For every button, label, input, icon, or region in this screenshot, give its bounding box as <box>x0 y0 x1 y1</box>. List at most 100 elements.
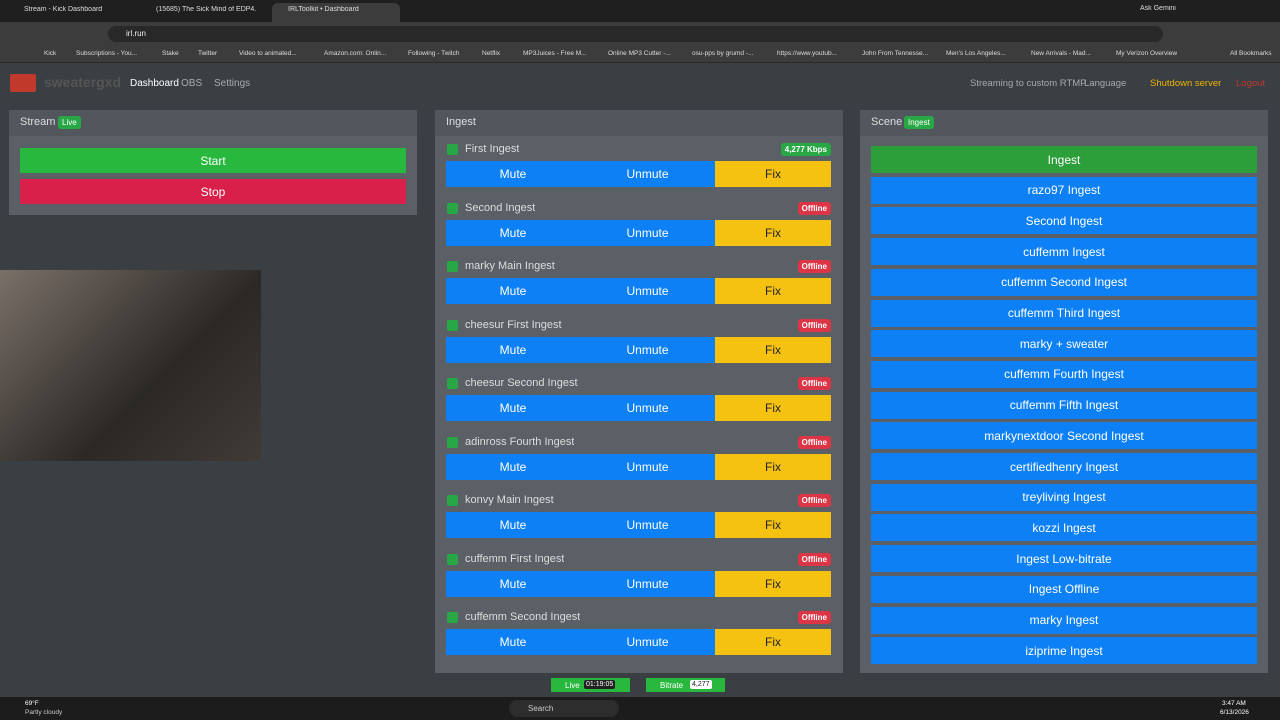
start-button[interactable]: Start <box>20 148 406 173</box>
fix-button[interactable]: Fix <box>715 278 831 304</box>
mute-button[interactable]: Mute <box>446 570 580 597</box>
bookmark[interactable]: Online MP3 Cutter -... <box>608 50 671 57</box>
scene-button[interactable]: razo97 Ingest <box>871 176 1257 204</box>
bookmark[interactable]: My Verizon Overview <box>1116 50 1178 57</box>
ingest-name: adinross Fourth Ingest <box>465 435 575 448</box>
mute-button[interactable]: Mute <box>446 629 580 655</box>
scene-button[interactable]: cuffemm Ingest <box>871 238 1257 266</box>
logout-link[interactable]: Logout <box>1236 78 1266 89</box>
nav-link[interactable]: OBS <box>181 78 203 89</box>
bookmark[interactable]: Stake <box>162 50 179 57</box>
bookmarks-bar <box>0 45 1280 63</box>
bitrate-badge: Bitrate <box>646 678 725 692</box>
scene-button[interactable]: marky Ingest <box>871 606 1257 634</box>
search-box[interactable] <box>509 700 619 717</box>
unmute-button[interactable]: Unmute <box>580 161 715 187</box>
mute-button[interactable]: Mute <box>446 219 580 246</box>
status-badge: Offline <box>797 494 831 507</box>
tab-title: (15685) The Sick Mind of EDP4... <box>156 6 256 13</box>
mute-button[interactable]: Mute <box>446 395 580 421</box>
unmute-button[interactable]: Unmute <box>580 453 715 480</box>
mute-button[interactable]: Mute <box>446 278 580 304</box>
bookmark[interactable]: Video to animated... <box>239 50 297 57</box>
unmute-button[interactable]: Unmute <box>580 219 715 246</box>
webcam-overlay <box>0 270 261 461</box>
scene-button[interactable]: cuffemm Third Ingest <box>871 299 1257 327</box>
bookmark[interactable]: osu-pps by grumd -... <box>692 50 754 57</box>
bookmark[interactable]: Following - Twitch <box>408 50 460 57</box>
unmute-button[interactable]: Unmute <box>580 570 715 597</box>
scene-button[interactable]: Ingest <box>871 146 1257 173</box>
all-bookmarks[interactable]: All Bookmarks <box>1230 50 1272 57</box>
scene-button[interactable]: treyliving Ingest <box>871 483 1257 511</box>
mute-button[interactable]: Mute <box>446 512 580 538</box>
scene-button[interactable]: Second Ingest <box>871 207 1257 235</box>
ingest-name: cheesur Second Ingest <box>465 377 578 389</box>
unmute-button[interactable]: Unmute <box>580 278 715 304</box>
ingest-name: cuffemm First Ingest <box>465 552 565 565</box>
ingest-icon <box>447 144 458 155</box>
unmute-button[interactable]: Unmute <box>580 629 715 655</box>
live-time: 01:19:05 <box>584 680 616 689</box>
fix-button[interactable]: Fix <box>715 161 831 187</box>
bookmark[interactable]: Netflix <box>482 50 501 57</box>
fix-button[interactable]: Fix <box>715 395 831 421</box>
assistant-button[interactable]: Ask Gemini <box>1140 5 1176 12</box>
url[interactable]: irl.run <box>126 29 147 38</box>
scene-button[interactable]: certifiedhenry Ingest <box>871 453 1257 480</box>
scene-button[interactable]: iziprime Ingest <box>871 637 1257 665</box>
ingest-name: cheesur First Ingest <box>465 318 562 331</box>
mute-button[interactable]: Mute <box>446 453 580 480</box>
fix-button[interactable]: Fix <box>715 570 831 597</box>
brand[interactable]: sweatergxd <box>44 74 122 90</box>
bookmark[interactable]: MP3Juices - Free M... <box>523 50 587 57</box>
status-badge: Offline <box>797 435 831 449</box>
mute-button[interactable]: Mute <box>446 161 580 187</box>
ingest-icon <box>447 612 458 623</box>
nav-link[interactable]: Settings <box>214 78 251 89</box>
fix-button[interactable]: Fix <box>715 512 831 538</box>
nav-link[interactable]: Dashboard <box>130 78 179 89</box>
fix-button[interactable]: Fix <box>715 219 831 246</box>
panel-header <box>435 110 843 136</box>
unmute-button[interactable]: Unmute <box>580 395 715 421</box>
scene-button[interactable]: marky + sweater <box>871 330 1257 358</box>
fix-button[interactable]: Fix <box>715 336 831 363</box>
shutdown-link[interactable]: Shutdown server <box>1150 78 1222 89</box>
bookmark[interactable]: Amazon.com: Onlin... <box>324 50 387 57</box>
bookmark[interactable]: Men's Los Angeles... <box>946 50 1006 57</box>
scene-button[interactable]: Ingest Low-bitrate <box>871 545 1257 573</box>
stop-button[interactable]: Stop <box>20 179 406 204</box>
bitrate-value: 4,277 <box>690 680 712 689</box>
unmute-button[interactable]: Unmute <box>580 512 715 538</box>
ingest-icon <box>447 319 458 331</box>
fix-button[interactable]: Fix <box>715 629 831 655</box>
bookmark[interactable]: https://www.youtub... <box>777 50 837 57</box>
ingest-name: Second Ingest <box>465 201 536 214</box>
bookmark[interactable]: John From Tennesse... <box>862 50 928 57</box>
bookmark[interactable]: Subscriptions - You... <box>76 50 138 57</box>
footer-bar <box>0 674 1280 696</box>
scene-button[interactable]: markynextdoor Second Ingest <box>871 422 1257 450</box>
mute-button[interactable]: Mute <box>446 336 580 363</box>
scene-button[interactable]: Ingest Offline <box>871 575 1257 603</box>
weather: Partly cloudy <box>25 709 63 716</box>
panel-title: Scene <box>871 116 903 128</box>
ingest-icon <box>447 261 458 272</box>
bookmark[interactable]: Kick <box>44 50 57 57</box>
language-menu[interactable]: Language <box>1084 78 1127 89</box>
fix-button[interactable]: Fix <box>715 453 831 480</box>
unmute-button[interactable]: Unmute <box>580 336 715 363</box>
tab[interactable] <box>272 3 400 22</box>
status-badge: Offline <box>797 611 831 624</box>
scene-button[interactable]: cuffemm Second Ingest <box>871 268 1257 296</box>
scene-button[interactable]: cuffemm Fifth Ingest <box>871 391 1257 419</box>
scene-button[interactable]: cuffemm Fourth Ingest <box>871 360 1257 388</box>
panel-title: Stream <box>20 116 56 128</box>
scene-button[interactable]: kozzi Ingest <box>871 514 1257 542</box>
bookmark[interactable]: New Arrivals - Mad... <box>1031 50 1091 57</box>
stream-status: Streaming to custom RTMP <box>970 78 1087 89</box>
clock-date: 6/13/2026 <box>1220 709 1249 716</box>
bookmark[interactable]: Twitter <box>198 50 218 57</box>
status-badge: Offline <box>797 318 831 332</box>
